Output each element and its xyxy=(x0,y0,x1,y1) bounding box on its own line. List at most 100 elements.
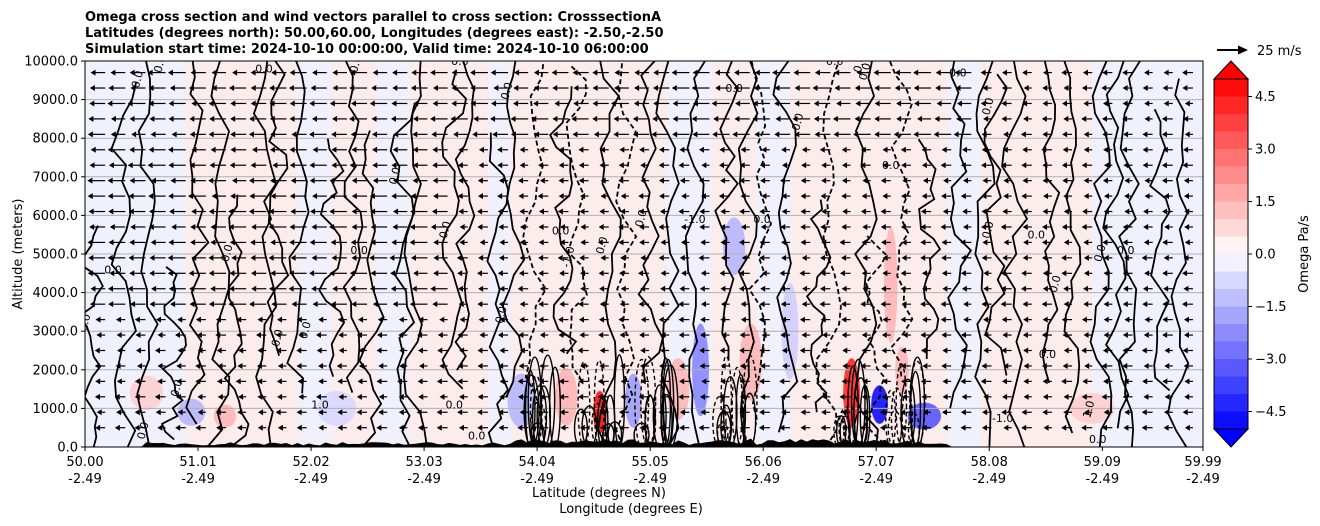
wind-vector-head-17-16 xyxy=(412,177,418,184)
wind-vector-head-48-15 xyxy=(1043,193,1049,200)
wind-vector-head-32-20 xyxy=(713,115,719,122)
contour-label-23: 0.0 xyxy=(633,208,650,228)
wind-vector-head-11-2 xyxy=(298,393,304,400)
wind-vector-head-31-1 xyxy=(700,409,706,416)
wind-vector-head-8-11 xyxy=(231,254,237,261)
wind-vector-head-3-15 xyxy=(128,193,134,200)
wind-vector-head-21-21 xyxy=(491,100,497,107)
colorbar-segment-8 xyxy=(1214,219,1248,237)
wind-vector-head-13-9 xyxy=(332,285,338,292)
wind-vector-head-25-0 xyxy=(579,424,585,431)
contour-line-22 xyxy=(597,61,622,447)
wind-vector-head-55-8 xyxy=(1182,301,1188,308)
wind-vector-head-35-17 xyxy=(782,162,788,169)
wind-vector-head-9-5 xyxy=(257,347,263,354)
wind-vector-head-18-15 xyxy=(433,193,439,200)
wind-vector-head-10-18 xyxy=(269,146,275,153)
wind-vector-head-1-19 xyxy=(87,131,93,138)
wind-vector-head-18-3 xyxy=(436,378,442,385)
wind-vector-head-54-0 xyxy=(1163,424,1169,431)
wind-vector-head-33-7 xyxy=(740,316,746,323)
wind-vector-head-1-2 xyxy=(94,393,100,400)
wind-vector-head-14-5 xyxy=(358,347,364,354)
wind-vector-head-36-19 xyxy=(794,131,800,138)
wind-vector-head-26-5 xyxy=(599,347,605,354)
wind-vector-head-32-22 xyxy=(715,85,721,92)
wind-vector-head-48-18 xyxy=(1041,146,1047,153)
wind-vector-head-25-14 xyxy=(579,208,585,215)
wind-vector-head-22-2 xyxy=(518,393,524,400)
wind-vector-head-11-13 xyxy=(289,223,295,230)
wind-vector-head-23-11 xyxy=(538,254,544,261)
wind-vector-head-25-23 xyxy=(572,69,578,76)
wind-vector-head-27-15 xyxy=(620,193,626,200)
wind-vector-head-33-22 xyxy=(733,85,739,92)
wind-vector-head-47-5 xyxy=(1023,347,1029,354)
wind-vector-head-38-5 xyxy=(842,347,848,354)
contour-label-11: 0.0 xyxy=(350,244,368,257)
wind-vector-head-30-21 xyxy=(672,100,678,107)
wind-vector-head-1-21 xyxy=(89,100,95,107)
wind-vector-head-12-0 xyxy=(318,424,324,431)
wind-vector-head-35-19 xyxy=(774,131,780,138)
wind-vector-head-55-11 xyxy=(1183,254,1189,261)
wind-vector-head-44-7 xyxy=(963,316,969,323)
wind-vector-head-0-23 xyxy=(70,70,75,76)
axes: 0.01000.02000.03000.04000.05000.06000.07… xyxy=(24,55,1221,488)
wind-vector-head-28-18 xyxy=(639,146,645,153)
wind-vector-head-52-21 xyxy=(1122,100,1128,107)
wind-vector-head-9-6 xyxy=(256,332,262,339)
wind-vector-head-44-1 xyxy=(960,409,966,416)
wind-vector-head-28-11 xyxy=(640,254,646,261)
wind-vector-head-10-11 xyxy=(268,254,274,261)
wind-vector-head-32-21 xyxy=(711,100,717,107)
wind-vector-head-51-15 xyxy=(1104,193,1110,200)
wind-vector-head-16-13 xyxy=(392,223,398,230)
wind-vector-head-13-19 xyxy=(331,131,337,138)
wind-vector-head-47-22 xyxy=(1023,85,1029,92)
wind-vector-head-28-3 xyxy=(640,378,646,385)
contour-label-26: 0.0 xyxy=(753,213,771,226)
wind-vector-head-48-14 xyxy=(1042,208,1048,215)
wind-vector-head-24-6 xyxy=(558,332,564,339)
wind-vector-head-33-3 xyxy=(739,378,745,385)
wind-vector-head-18-17 xyxy=(432,162,438,169)
wind-vector-head-46-5 xyxy=(1001,347,1007,354)
wind-vector-head-53-3 xyxy=(1142,378,1148,385)
wind-vector-head-38-18 xyxy=(841,146,847,153)
wind-vector-head-33-2 xyxy=(739,393,745,400)
wind-vector-head-45-23 xyxy=(980,69,986,76)
wind-vector-head-29-3 xyxy=(659,378,665,385)
wind-vector-head-23-6 xyxy=(539,332,545,339)
wind-vector-head-11-11 xyxy=(290,254,296,261)
wind-vector-head-37-4 xyxy=(821,362,827,369)
wind-vector-head-1-23 xyxy=(90,69,96,76)
wind-vector-head-53-9 xyxy=(1142,285,1148,292)
wind-vector-head-51-7 xyxy=(1103,316,1109,323)
wind-vector-head-32-6 xyxy=(721,332,727,339)
wind-vector-head-46-2 xyxy=(1002,393,1008,400)
wind-vector-head-22-0 xyxy=(517,424,523,431)
wind-vector-head-42-11 xyxy=(920,254,926,261)
wind-vector-head-24-13 xyxy=(559,223,565,230)
wind-vector-head-19-17 xyxy=(457,162,463,169)
wind-vector-head-7-15 xyxy=(211,193,217,200)
wind-vector-head-46-17 xyxy=(1001,162,1007,169)
wind-vector-head-23-17 xyxy=(538,162,544,169)
wind-vector-head-4-12 xyxy=(150,239,156,246)
wind-vector-head-1-5 xyxy=(94,347,100,354)
wind-vector-head-12-16 xyxy=(309,177,315,184)
wind-vector-head-13-13 xyxy=(329,223,335,230)
wind-vector-head-24-17 xyxy=(558,162,564,169)
wind-vector-head-15-11 xyxy=(369,254,375,261)
wind-vector-head-32-16 xyxy=(720,177,726,184)
wind-vector-head-44-5 xyxy=(960,347,966,354)
wind-vector-head-51-6 xyxy=(1103,332,1109,339)
wind-vector-head-8-12 xyxy=(229,239,235,246)
wind-vector-head-11-23 xyxy=(289,69,295,76)
wind-vector-head-7-12 xyxy=(210,239,216,246)
wind-vector-head-16-5 xyxy=(399,347,405,354)
contour-line-20 xyxy=(549,86,578,355)
wind-vector-head-39-13 xyxy=(862,223,868,230)
wind-vector-head-28-4 xyxy=(639,362,645,369)
